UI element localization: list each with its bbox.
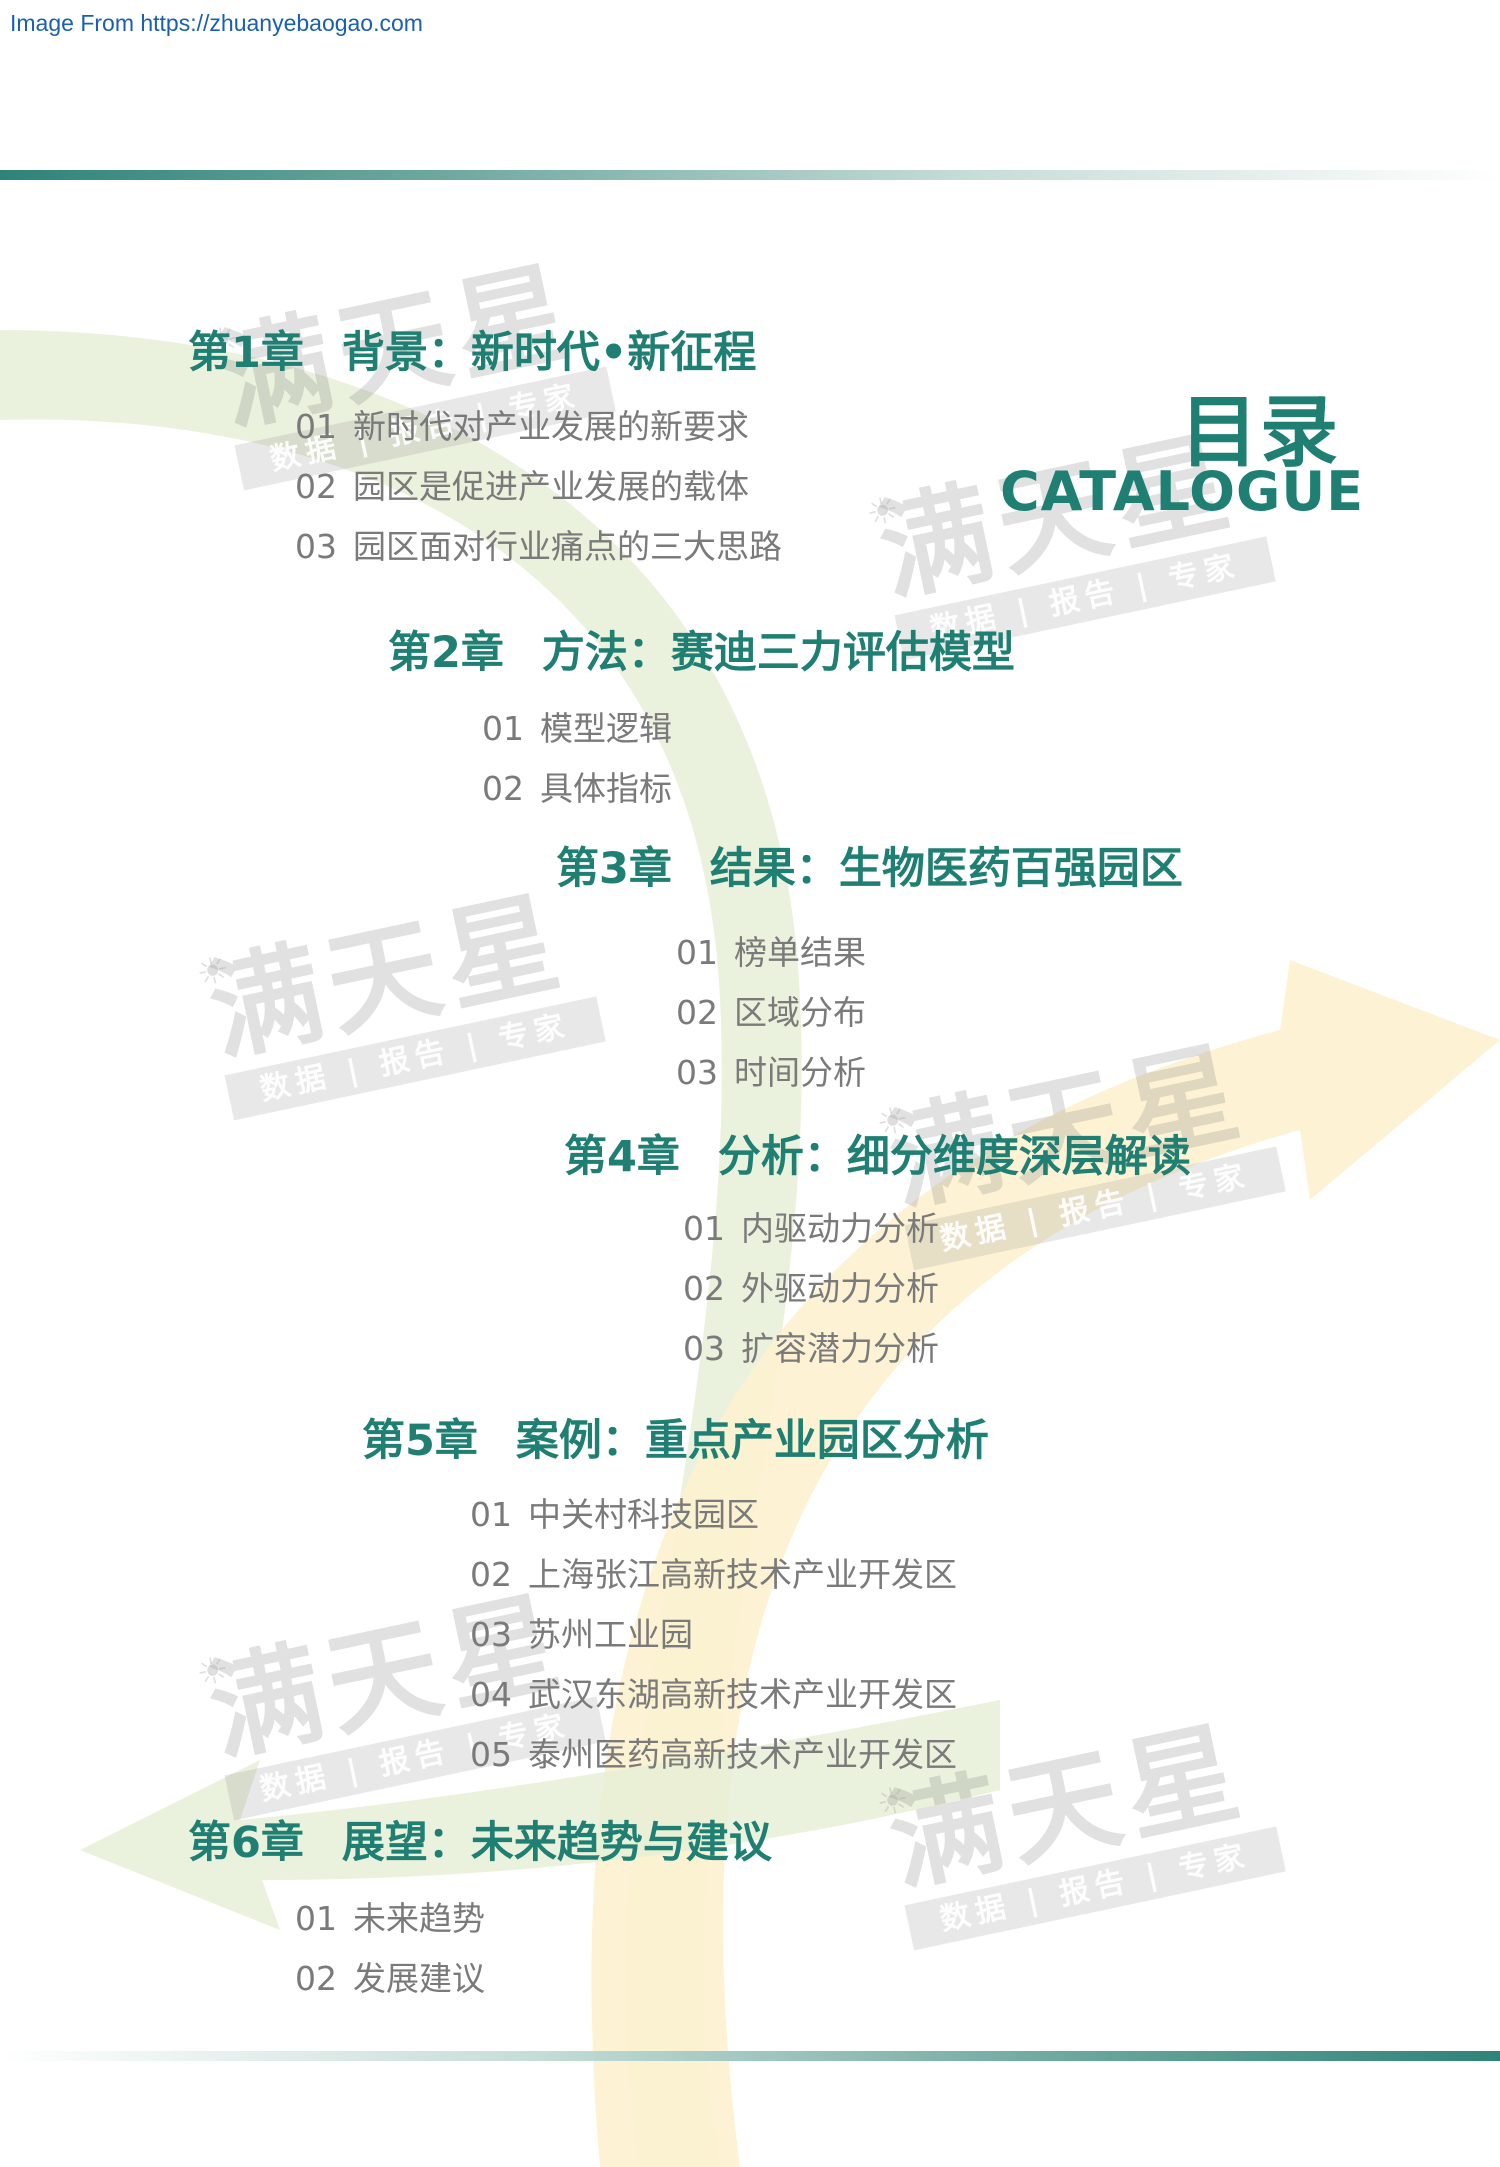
- chapter-title: 案例：重点产业园区分析: [515, 1416, 989, 1466]
- item-text: 新时代对产业发展的新要求: [353, 407, 749, 446]
- item-number: 01: [295, 1899, 337, 1938]
- chapter-title: 方法：赛迪三力评估模型: [541, 628, 1015, 678]
- item-number: 03: [295, 527, 337, 566]
- item-number: 02: [482, 769, 524, 808]
- item-number: 01: [470, 1495, 512, 1534]
- item-number: 02: [683, 1269, 725, 1308]
- chapter-number: 第1章: [188, 328, 304, 378]
- item-text: 泰州医药高新技术产业开发区: [528, 1735, 957, 1774]
- toc-item[interactable]: 03 园区面对行业痛点的三大思路: [295, 520, 782, 568]
- item-text: 园区面对行业痛点的三大思路: [353, 527, 782, 566]
- chapter-heading[interactable]: 第4章 分析：细分维度深层解读: [564, 1122, 1191, 1184]
- toc-item[interactable]: 04 武汉东湖高新技术产业开发区: [470, 1668, 957, 1716]
- catalog-title-en: CATALOGUE: [1000, 460, 1365, 523]
- item-text: 发展建议: [353, 1959, 485, 1998]
- item-number: 03: [470, 1615, 512, 1654]
- chapter-heading[interactable]: 第5章 案例：重点产业园区分析: [362, 1406, 989, 1468]
- item-text: 园区是促进产业发展的载体: [353, 467, 749, 506]
- toc-item[interactable]: 05 泰州医药高新技术产业开发区: [470, 1728, 957, 1776]
- toc-item[interactable]: 01 内驱动力分析: [683, 1202, 939, 1250]
- toc-item[interactable]: 01 新时代对产业发展的新要求: [295, 400, 749, 448]
- chapter-heading[interactable]: 第1章 背景：新时代•新征程: [188, 318, 756, 380]
- item-number: 01: [482, 709, 524, 748]
- green-left-arrow: [80, 1700, 1000, 1930]
- chapter-heading[interactable]: 第3章 结果：生物医药百强园区: [556, 834, 1183, 896]
- item-number: 01: [683, 1209, 725, 1248]
- toc-item[interactable]: 01 中关村科技园区: [470, 1488, 759, 1536]
- item-number: 03: [676, 1053, 718, 1092]
- item-number: 03: [683, 1329, 725, 1368]
- chapter-title: 分析：细分维度深层解读: [717, 1132, 1191, 1182]
- item-text: 武汉东湖高新技术产业开发区: [528, 1675, 957, 1714]
- item-number: 01: [295, 407, 337, 446]
- chapter-title: 展望：未来趋势与建议: [341, 1818, 772, 1868]
- item-number: 02: [676, 993, 718, 1032]
- toc-item[interactable]: 01 未来趋势: [295, 1892, 485, 1940]
- toc-item[interactable]: 03 苏州工业园: [470, 1608, 693, 1656]
- chapter-number: 第3章: [556, 844, 672, 894]
- item-number: 01: [676, 933, 718, 972]
- toc-item[interactable]: 02 园区是促进产业发展的载体: [295, 460, 749, 508]
- bottom-divider: [0, 2051, 1500, 2061]
- chapter-heading[interactable]: 第2章 方法：赛迪三力评估模型: [388, 618, 1015, 680]
- item-number: 04: [470, 1675, 512, 1714]
- toc-item[interactable]: 02 具体指标: [482, 762, 672, 810]
- item-text: 未来趋势: [353, 1899, 485, 1938]
- item-text: 苏州工业园: [528, 1615, 693, 1654]
- item-text: 具体指标: [540, 769, 672, 808]
- source-link[interactable]: Image From https://zhuanyebaogao.com: [10, 10, 423, 36]
- toc-item[interactable]: 01 模型逻辑: [482, 702, 672, 750]
- item-text: 外驱动力分析: [741, 1269, 939, 1308]
- toc-item[interactable]: 02 区域分布: [676, 986, 866, 1034]
- item-number: 02: [295, 1959, 337, 1998]
- chapter-number: 第5章: [362, 1416, 478, 1466]
- top-divider: [0, 170, 1500, 180]
- item-text: 榜单结果: [734, 933, 866, 972]
- item-text: 模型逻辑: [540, 709, 672, 748]
- item-text: 扩容潜力分析: [741, 1329, 939, 1368]
- chapter-heading[interactable]: 第6章 展望：未来趋势与建议: [188, 1808, 772, 1870]
- item-number: 02: [470, 1555, 512, 1594]
- chapter-title: 结果：生物医药百强园区: [709, 844, 1183, 894]
- chapter-number: 第2章: [388, 628, 504, 678]
- chapter-title: 背景：新时代•新征程: [341, 328, 757, 378]
- chapter-number: 第6章: [188, 1818, 304, 1868]
- item-text: 中关村科技园区: [528, 1495, 759, 1534]
- toc-item[interactable]: 03 时间分析: [676, 1046, 866, 1094]
- toc-item[interactable]: 01 榜单结果: [676, 926, 866, 974]
- toc-item[interactable]: 02 上海张江高新技术产业开发区: [470, 1548, 957, 1596]
- yellow-arc: [591, 960, 1500, 2167]
- item-text: 时间分析: [734, 1053, 866, 1092]
- item-number: 02: [295, 467, 337, 506]
- item-text: 上海张江高新技术产业开发区: [528, 1555, 957, 1594]
- chapter-number: 第4章: [564, 1132, 680, 1182]
- item-text: 内驱动力分析: [741, 1209, 939, 1248]
- catalog-title-zh: 目录: [1180, 388, 1341, 478]
- toc-item[interactable]: 02 外驱动力分析: [683, 1262, 939, 1310]
- toc-item[interactable]: 02 发展建议: [295, 1952, 485, 2000]
- item-number: 05: [470, 1735, 512, 1774]
- item-text: 区域分布: [734, 993, 866, 1032]
- toc-item[interactable]: 03 扩容潜力分析: [683, 1322, 939, 1370]
